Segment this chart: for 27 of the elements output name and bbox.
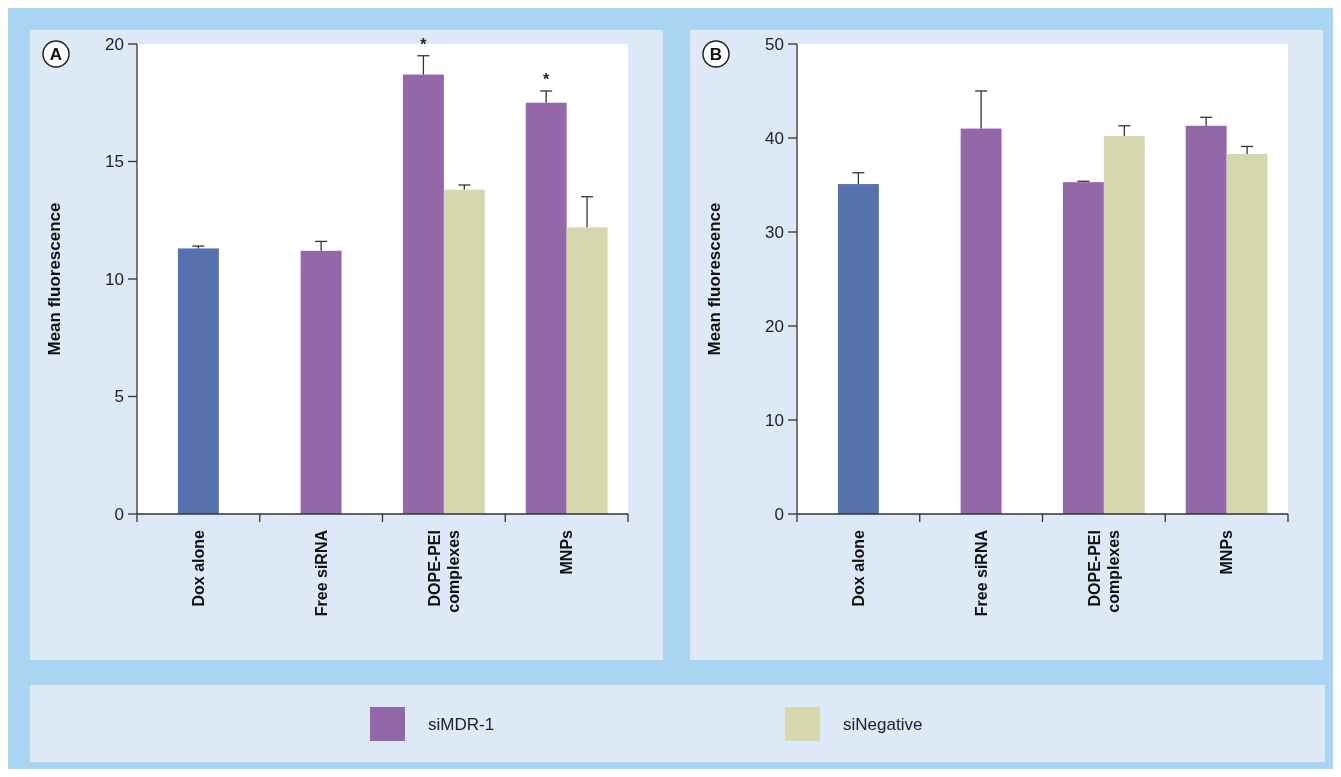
y-tick-label: 20: [765, 316, 784, 336]
x-tick-label: Free siRNA: [312, 529, 330, 617]
y-tick-label: 10: [105, 269, 124, 289]
y-axis-title: Mean fluorescence: [45, 202, 64, 356]
y-tick-label: 40: [765, 128, 784, 148]
y-tick-label: 30: [765, 222, 784, 242]
y-tick-label: 0: [114, 504, 124, 524]
x-tick-label: DOPE-PEI complexes: [425, 529, 462, 613]
y-tick-label: 0: [774, 504, 784, 524]
annotation: *: [543, 71, 551, 88]
legend-label: siNegative: [843, 714, 923, 734]
y-tick-label: 50: [765, 34, 784, 54]
y-axis-title: Mean fluorescence: [705, 202, 724, 356]
chart-title: B: [709, 45, 723, 65]
y-tick-label: 10: [765, 410, 784, 430]
x-tick-label: Free siRNA: [972, 529, 990, 617]
x-tick-label: Dox alone: [189, 529, 207, 607]
x-tick-label: MNPs: [558, 529, 576, 575]
y-tick-label: 5: [114, 387, 124, 407]
y-tick-label: 20: [105, 34, 124, 54]
chart-title: A: [49, 45, 63, 65]
annotation: *: [420, 35, 428, 53]
x-tick-label: MNPs: [1218, 529, 1236, 575]
x-tick-label: Dox alone: [849, 529, 867, 607]
y-tick-label: 15: [105, 152, 124, 172]
legend-label: siMDR-1: [428, 714, 495, 734]
x-tick-label: DOPE-PEI complexes: [1085, 529, 1122, 613]
